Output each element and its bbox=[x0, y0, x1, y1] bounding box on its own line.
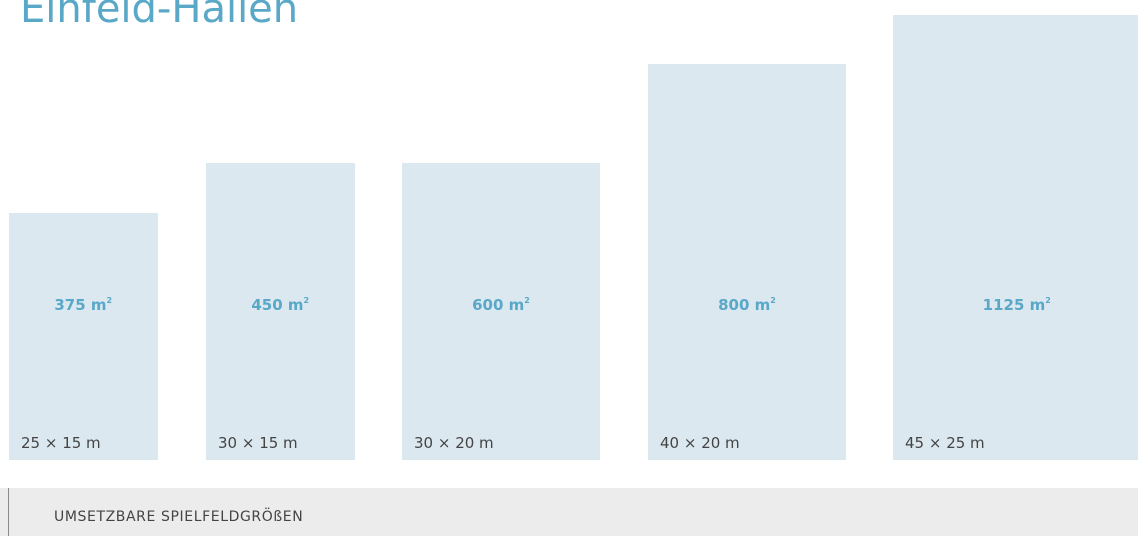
field-size-chart: 375 m2 25 × 15 m 450 m2 30 × 15 m 600 m2 30 ×… bbox=[9, 14, 1138, 460]
playing-field-4: 800 m2 40 × 20 m bbox=[648, 64, 846, 460]
dimension-label: 25 × 15 m bbox=[21, 434, 101, 452]
area-label: 1125 m2 bbox=[893, 296, 1138, 314]
area-unit-superscript: 2 bbox=[303, 296, 310, 305]
area-value: 600 m bbox=[472, 296, 525, 314]
footer-label: UMSETZBARE SPIELFELDGRÖßEN bbox=[54, 509, 304, 525]
footer-bar bbox=[0, 488, 1138, 536]
area-value: 450 m bbox=[251, 296, 304, 314]
page-title: Einfeld-Hallen bbox=[20, 0, 299, 32]
area-value: 1125 m bbox=[982, 296, 1046, 314]
dimension-label: 45 × 25 m bbox=[905, 434, 985, 452]
area-unit-superscript: 2 bbox=[770, 296, 776, 305]
playing-field-2: 450 m2 30 × 15 m bbox=[206, 163, 355, 460]
area-value: 375 m bbox=[54, 296, 107, 314]
dimension-label: 30 × 20 m bbox=[414, 434, 494, 452]
playing-field-3: 600 m2 30 × 20 m bbox=[402, 163, 600, 460]
area-unit-superscript: 2 bbox=[106, 296, 113, 305]
area-unit-superscript: 2 bbox=[524, 296, 530, 305]
playing-field-5: 1125 m2 45 × 25 m bbox=[893, 14, 1138, 460]
area-label: 450 m2 bbox=[206, 296, 355, 314]
area-label: 800 m2 bbox=[648, 296, 846, 314]
playing-field-1: 375 m2 25 × 15 m bbox=[9, 212, 158, 460]
area-unit-superscript: 2 bbox=[1045, 296, 1051, 305]
dimension-label: 30 × 15 m bbox=[218, 434, 298, 452]
area-label: 600 m2 bbox=[402, 296, 600, 314]
area-label: 375 m2 bbox=[9, 296, 158, 314]
dimension-label: 40 × 20 m bbox=[660, 434, 740, 452]
footer-divider bbox=[8, 488, 9, 536]
area-value: 800 m bbox=[718, 296, 771, 314]
